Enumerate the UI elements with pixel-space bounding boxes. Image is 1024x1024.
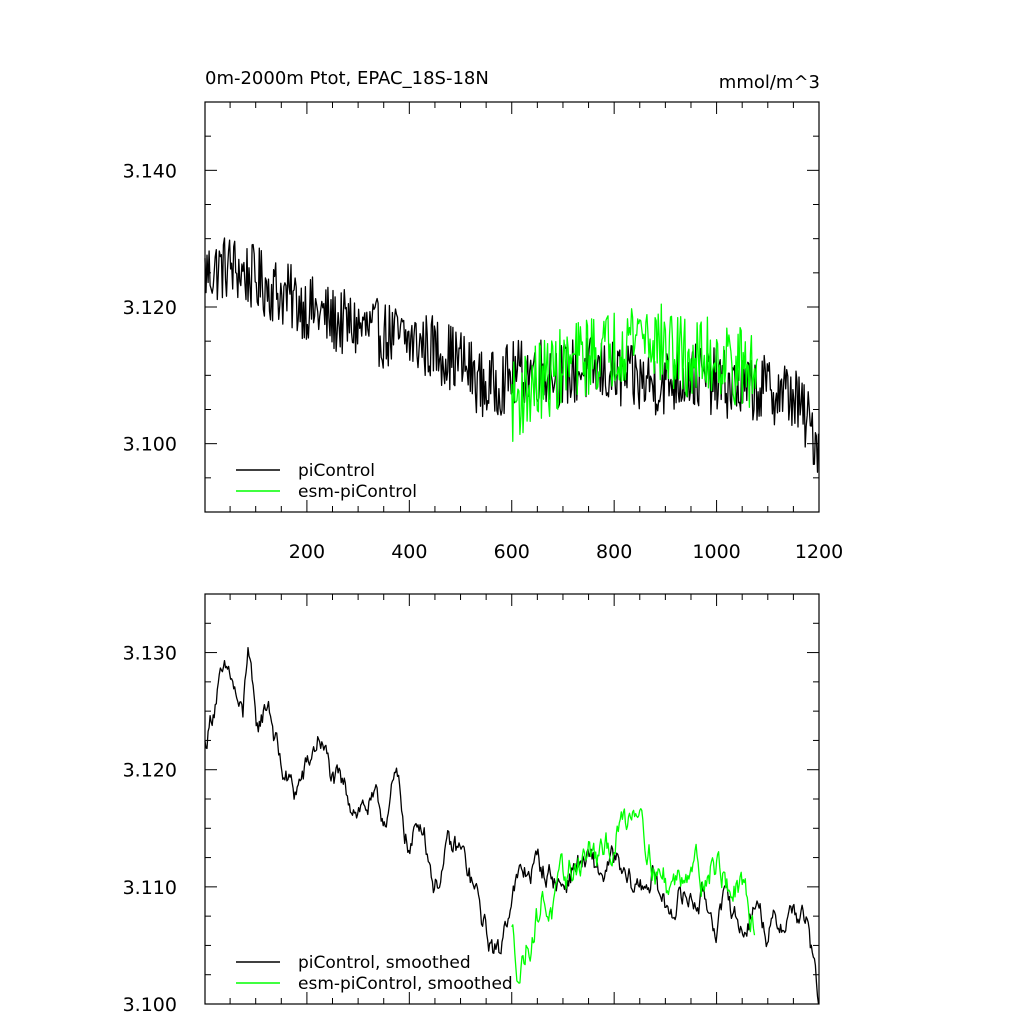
legend: piControl esm-piControl bbox=[236, 461, 417, 502]
series-line-esm-picontrol bbox=[511, 303, 759, 442]
series-group bbox=[204, 237, 820, 473]
legend-label-esm-picontrol: esm-piControl bbox=[298, 482, 417, 502]
series-line-esm-picontrol-smoothed bbox=[511, 808, 756, 984]
x-tick-label: 800 bbox=[596, 541, 632, 563]
x-tick-label: 1200 bbox=[795, 541, 843, 563]
panel-title: 0m-2000m Ptot, EPAC_18S-18N bbox=[205, 68, 489, 89]
series-line-picontrol-smoothed bbox=[204, 646, 820, 1005]
y-tick-label: 3.120 bbox=[123, 297, 177, 319]
y-tick-label: 3.110 bbox=[123, 877, 177, 899]
x-tick-label: 200 bbox=[289, 541, 325, 563]
tick-labels: 200 400 600 800 1000 1200 3.100 3.120 3.140 bbox=[123, 160, 844, 563]
x-tick-label: 1000 bbox=[692, 541, 740, 563]
x-tick-label: 600 bbox=[494, 541, 530, 563]
units-label: mmol/m^3 bbox=[719, 72, 820, 93]
y-tick-label: 3.130 bbox=[123, 643, 177, 665]
bottom-panel: 3.100 3.110 3.120 3.130 piControl, smoothed… bbox=[123, 593, 820, 1016]
plot-frame bbox=[204, 593, 820, 1005]
x-tick-label: 400 bbox=[391, 541, 427, 563]
tick-labels: 3.100 3.110 3.120 3.130 bbox=[123, 643, 177, 1016]
tick-marks bbox=[205, 593, 820, 1005]
plot-frame bbox=[204, 101, 820, 513]
legend-label-esm-picontrol-smoothed: esm-piControl, smoothed bbox=[298, 974, 513, 994]
top-panel: 0m-2000m Ptot, EPAC_18S-18N mmol/m^3 200… bbox=[123, 68, 844, 563]
y-tick-label: 3.100 bbox=[123, 994, 177, 1016]
legend-label-picontrol-smoothed: piControl, smoothed bbox=[298, 953, 471, 973]
y-tick-label: 3.140 bbox=[123, 160, 177, 182]
y-tick-label: 3.100 bbox=[123, 434, 177, 456]
legend: piControl, smoothed esm-piControl, smoot… bbox=[236, 953, 513, 994]
series-group bbox=[204, 646, 820, 1005]
legend-label-picontrol: piControl bbox=[298, 461, 375, 481]
y-tick-label: 3.120 bbox=[123, 760, 177, 782]
